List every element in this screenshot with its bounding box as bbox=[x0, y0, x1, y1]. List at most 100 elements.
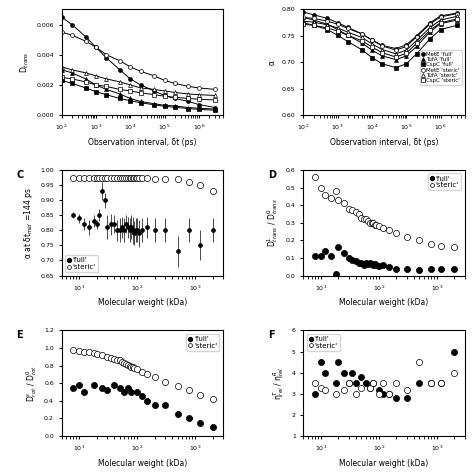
Point bbox=[107, 354, 114, 362]
Point bbox=[368, 219, 375, 227]
Point bbox=[345, 254, 352, 262]
Point bbox=[450, 265, 458, 273]
Point bbox=[385, 390, 393, 398]
Point bbox=[311, 390, 319, 398]
Y-axis label: η$^T_{rel}$ / η$^R_{rel}$: η$^T_{rel}$ / η$^R_{rel}$ bbox=[271, 366, 286, 400]
Point bbox=[368, 260, 375, 268]
Point bbox=[327, 253, 335, 260]
Point bbox=[103, 386, 110, 394]
Point bbox=[450, 244, 458, 251]
Point bbox=[209, 187, 216, 195]
Point bbox=[332, 187, 339, 195]
Legend: 'full', 'steric': 'full', 'steric' bbox=[65, 255, 98, 272]
Point bbox=[340, 249, 348, 256]
Point bbox=[110, 355, 118, 363]
Point bbox=[126, 362, 134, 369]
Point bbox=[438, 380, 445, 387]
Point bbox=[118, 358, 126, 366]
Point bbox=[75, 174, 83, 182]
Point bbox=[385, 390, 393, 398]
Point bbox=[322, 247, 329, 255]
Point bbox=[371, 260, 379, 268]
Point bbox=[116, 384, 123, 392]
Point bbox=[392, 229, 400, 237]
Point bbox=[186, 386, 193, 394]
Point bbox=[403, 386, 410, 393]
Point bbox=[362, 259, 370, 267]
Point bbox=[138, 174, 146, 182]
Point bbox=[352, 209, 360, 216]
Point bbox=[332, 390, 339, 398]
Point bbox=[75, 381, 83, 389]
Point bbox=[416, 237, 423, 244]
Point bbox=[186, 178, 193, 186]
Point bbox=[118, 174, 126, 182]
Point bbox=[371, 221, 379, 228]
X-axis label: Molecular weight (kDa): Molecular weight (kDa) bbox=[339, 298, 428, 307]
Point bbox=[348, 256, 356, 264]
Point bbox=[70, 346, 77, 354]
Point bbox=[120, 359, 128, 367]
Point bbox=[348, 369, 356, 376]
Point bbox=[403, 265, 410, 273]
Point bbox=[416, 358, 423, 366]
X-axis label: Observation interval, δt (ps): Observation interval, δt (ps) bbox=[330, 137, 438, 146]
Point bbox=[196, 391, 203, 399]
Point bbox=[416, 380, 423, 387]
Point bbox=[373, 221, 380, 228]
Point bbox=[90, 349, 98, 357]
Point bbox=[113, 174, 121, 182]
Point bbox=[80, 174, 88, 182]
Point bbox=[120, 174, 128, 182]
Point bbox=[340, 200, 348, 207]
Point bbox=[209, 423, 216, 431]
Y-axis label: α at δt$_{mid}$ =144 ps: α at δt$_{mid}$ =144 ps bbox=[22, 187, 35, 259]
Point bbox=[311, 380, 319, 387]
X-axis label: Molecular weight (kDa): Molecular weight (kDa) bbox=[339, 458, 428, 467]
Point bbox=[352, 390, 360, 398]
Point bbox=[70, 174, 77, 182]
Point bbox=[355, 210, 363, 218]
Point bbox=[322, 191, 329, 199]
Point bbox=[335, 244, 342, 251]
Point bbox=[369, 219, 377, 227]
Point bbox=[369, 380, 377, 387]
Point bbox=[375, 386, 383, 393]
Point bbox=[133, 174, 141, 182]
Point bbox=[369, 380, 377, 387]
Point bbox=[348, 207, 356, 214]
Point bbox=[450, 348, 458, 356]
Point bbox=[317, 253, 325, 260]
Point bbox=[196, 181, 203, 189]
Point bbox=[403, 394, 410, 402]
Point bbox=[131, 174, 138, 182]
Point bbox=[403, 233, 410, 241]
Point bbox=[322, 386, 329, 393]
Point bbox=[355, 259, 363, 267]
Y-axis label: D$_{trans}$: D$_{trans}$ bbox=[18, 52, 31, 73]
Y-axis label: D$^s_{rot}$ / D$^0_{rot}$: D$^s_{rot}$ / D$^0_{rot}$ bbox=[24, 365, 38, 402]
Point bbox=[129, 174, 137, 182]
Point bbox=[380, 224, 387, 232]
Point bbox=[70, 384, 77, 392]
Point bbox=[129, 364, 137, 371]
Point bbox=[101, 174, 109, 182]
Legend: 'full', 'steric': 'full', 'steric' bbox=[307, 334, 340, 351]
X-axis label: Molecular weight (kDa): Molecular weight (kDa) bbox=[98, 298, 187, 307]
Point bbox=[99, 351, 106, 359]
Legend: 'full', 'steric': 'full', 'steric' bbox=[428, 173, 461, 191]
Point bbox=[161, 378, 169, 385]
Point bbox=[364, 260, 372, 268]
Point bbox=[124, 174, 132, 182]
Point bbox=[369, 261, 377, 269]
Point bbox=[161, 175, 169, 183]
Point bbox=[103, 174, 110, 182]
Point bbox=[327, 194, 335, 202]
Point bbox=[352, 380, 360, 387]
Point bbox=[128, 363, 135, 370]
Point bbox=[174, 410, 182, 418]
Point bbox=[317, 184, 325, 191]
Point bbox=[375, 262, 383, 270]
Point bbox=[113, 356, 121, 363]
Point bbox=[132, 174, 139, 182]
